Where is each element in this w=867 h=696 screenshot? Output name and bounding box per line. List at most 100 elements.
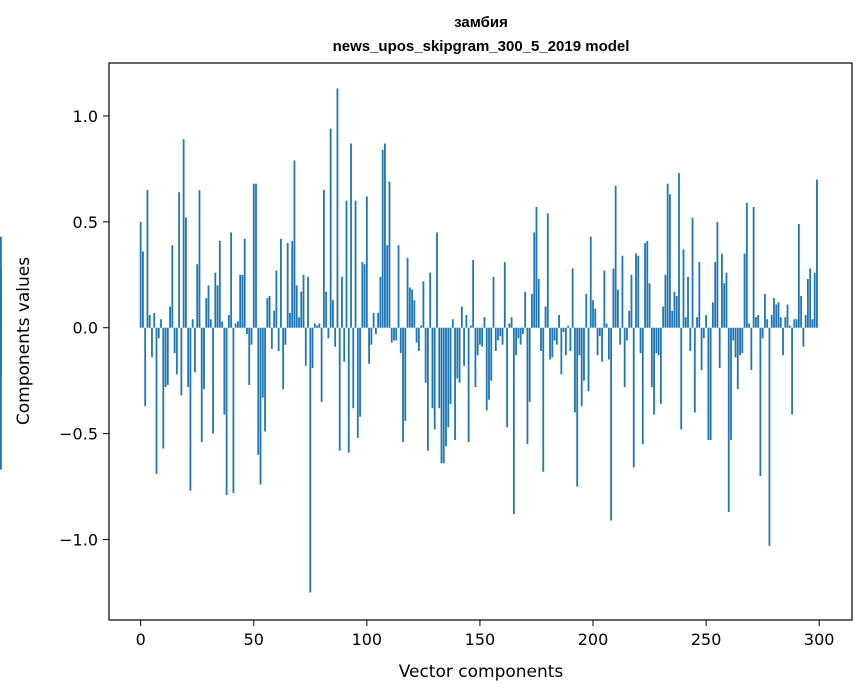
bar bbox=[675, 295, 678, 328]
bar bbox=[666, 183, 669, 328]
bar bbox=[540, 327, 542, 352]
bar bbox=[795, 319, 798, 328]
bar bbox=[669, 194, 671, 328]
bar bbox=[334, 327, 337, 347]
bar bbox=[567, 325, 570, 328]
bar bbox=[601, 327, 603, 362]
bar bbox=[295, 285, 298, 328]
bar bbox=[284, 327, 287, 345]
bar bbox=[377, 312, 380, 328]
bar bbox=[246, 327, 248, 335]
bar bbox=[316, 325, 318, 328]
bar bbox=[203, 327, 205, 390]
bar bbox=[578, 327, 581, 356]
bar bbox=[596, 327, 599, 356]
bar bbox=[436, 232, 438, 328]
bar bbox=[359, 327, 361, 417]
bar bbox=[786, 304, 789, 328]
bar bbox=[788, 325, 791, 328]
bar bbox=[700, 327, 703, 371]
bar bbox=[146, 190, 149, 328]
bar bbox=[587, 327, 590, 392]
bar bbox=[811, 319, 814, 328]
bar bbox=[698, 262, 701, 328]
bar bbox=[637, 255, 640, 328]
bar bbox=[187, 327, 190, 388]
bar bbox=[411, 289, 413, 328]
bar bbox=[574, 327, 576, 413]
bar bbox=[261, 327, 264, 398]
bar bbox=[635, 253, 637, 328]
bar bbox=[730, 327, 732, 440]
bar bbox=[318, 323, 321, 328]
bar bbox=[361, 262, 364, 328]
bar bbox=[646, 240, 649, 328]
bar bbox=[230, 232, 233, 328]
bar bbox=[352, 327, 355, 409]
bar bbox=[535, 207, 538, 328]
bar bbox=[682, 249, 685, 328]
bar bbox=[506, 327, 508, 428]
bar bbox=[216, 285, 219, 328]
bar bbox=[180, 327, 183, 396]
bar bbox=[571, 268, 574, 328]
bar bbox=[0, 327, 2, 335]
bar bbox=[594, 308, 597, 328]
bar bbox=[282, 327, 285, 390]
bar bbox=[415, 327, 418, 343]
bar bbox=[325, 291, 328, 328]
bar bbox=[417, 327, 420, 352]
bar bbox=[196, 264, 199, 328]
bar bbox=[619, 327, 622, 345]
bar bbox=[313, 323, 316, 328]
bar bbox=[526, 327, 529, 445]
bar bbox=[752, 207, 755, 328]
bar bbox=[155, 327, 158, 474]
bar bbox=[356, 327, 359, 438]
bar bbox=[718, 327, 721, 368]
y-axis-ticks: 1.0 0.5 0.0 −0.5 −1.0 bbox=[59, 107, 109, 550]
bar bbox=[257, 327, 260, 455]
bar bbox=[209, 319, 212, 328]
bar bbox=[144, 327, 147, 407]
y-tick-label: 1.0 bbox=[73, 107, 98, 126]
bar bbox=[664, 274, 667, 328]
bar bbox=[298, 317, 300, 328]
bar bbox=[494, 327, 497, 352]
bar bbox=[241, 274, 244, 328]
bar bbox=[576, 327, 579, 487]
bar bbox=[745, 202, 748, 328]
bar bbox=[515, 327, 518, 356]
bar bbox=[214, 272, 217, 328]
bar bbox=[142, 251, 144, 328]
plot-frame bbox=[108, 62, 853, 621]
bar bbox=[533, 232, 536, 328]
bar bbox=[424, 327, 427, 383]
bar bbox=[603, 270, 606, 328]
bar bbox=[725, 272, 728, 328]
bar bbox=[630, 274, 633, 328]
bar bbox=[759, 327, 762, 476]
bar bbox=[293, 160, 296, 328]
y-tick-label: 0.5 bbox=[73, 213, 98, 232]
bar bbox=[761, 327, 764, 339]
y-axis-label: Components values bbox=[14, 257, 34, 425]
bar bbox=[476, 327, 479, 356]
bar bbox=[779, 317, 782, 328]
bar bbox=[623, 327, 626, 388]
bar bbox=[173, 327, 176, 354]
bar bbox=[754, 317, 757, 328]
bar bbox=[191, 319, 194, 328]
bar bbox=[650, 327, 653, 388]
bar bbox=[338, 327, 341, 451]
bar bbox=[524, 291, 527, 328]
bar bbox=[793, 319, 796, 328]
bar bbox=[537, 279, 540, 328]
bar bbox=[617, 289, 619, 328]
bar bbox=[684, 317, 687, 328]
bar bbox=[212, 327, 214, 434]
bar bbox=[463, 327, 466, 366]
bar bbox=[816, 179, 818, 328]
bar bbox=[748, 323, 750, 328]
